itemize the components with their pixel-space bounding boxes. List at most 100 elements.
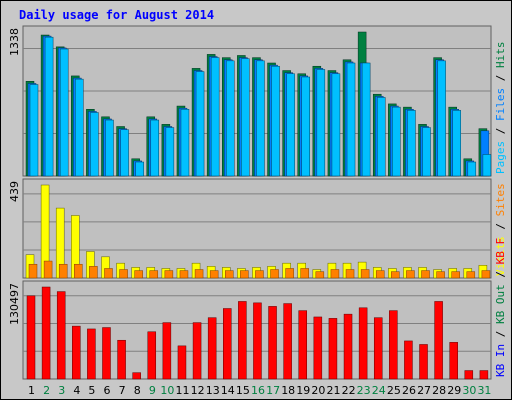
- kbf-bar: [192, 322, 202, 380]
- x-tick-label: 11: [176, 384, 190, 397]
- x-tick-label: 29: [447, 384, 461, 397]
- sites-bar: [436, 271, 445, 279]
- pages-bar: [195, 71, 205, 177]
- sites-bar: [225, 270, 234, 279]
- panel-middle-background: [22, 178, 492, 279]
- sites-bar: [481, 270, 491, 279]
- panel-middle-legend: Visits / Sites: [494, 183, 507, 276]
- sites-bar: [43, 260, 53, 279]
- sites-bar: [345, 269, 355, 279]
- pages-bar: [422, 127, 431, 177]
- legend-item: Visits: [494, 236, 507, 276]
- kbf-bar: [343, 313, 353, 380]
- x-tick-label: 2: [43, 384, 50, 397]
- sites-bar: [360, 269, 370, 279]
- sites-bar: [270, 269, 279, 279]
- kbf-bar: [313, 316, 323, 380]
- x-tick-label: 15: [236, 384, 250, 397]
- pages-bar: [44, 36, 54, 177]
- kbf-bar: [177, 345, 187, 380]
- pages-bar: [135, 161, 144, 177]
- x-tick-label: 14: [221, 384, 235, 397]
- panel-top-legend: Pages / Files / Hits: [494, 42, 507, 175]
- panel-bottom-ymax-label: 130497: [8, 283, 21, 325]
- legend-item: /: [494, 68, 507, 88]
- sites-bar: [164, 270, 174, 279]
- kbf-bar: [389, 310, 398, 380]
- x-tick-label: 20: [311, 384, 325, 397]
- legend-item: KB Out: [494, 284, 507, 324]
- pages-bar: [210, 57, 220, 177]
- sites-bar: [58, 263, 68, 279]
- sites-bar: [28, 263, 38, 279]
- sites-bar: [179, 270, 189, 279]
- pages-bar: [482, 154, 492, 177]
- x-tick-label: 5: [88, 384, 95, 397]
- sites-bar: [330, 269, 340, 279]
- sites-bar: [285, 268, 294, 279]
- x-tick-label: 31: [477, 384, 491, 397]
- pages-bar: [271, 65, 280, 177]
- sites-bar: [89, 266, 98, 279]
- x-tick-label: 13: [206, 384, 220, 397]
- kbf-bar: [464, 370, 474, 380]
- x-tick-label: 6: [104, 384, 111, 397]
- legend-item: KB F: [494, 238, 507, 265]
- legend-item: Files: [494, 88, 507, 121]
- pages-bar: [150, 119, 160, 177]
- sites-bar: [375, 270, 385, 279]
- kbf-bar: [207, 317, 217, 380]
- pages-bar: [256, 60, 265, 177]
- pages-bar: [467, 161, 477, 177]
- x-tick-label: 10: [160, 384, 174, 397]
- x-tick-label: 27: [417, 384, 431, 397]
- x-tick-label: 9: [149, 384, 156, 397]
- x-tick-label: 28: [432, 384, 446, 397]
- pages-bar: [407, 110, 416, 177]
- x-tick-label: 12: [191, 384, 205, 397]
- x-tick-label: 23: [357, 384, 371, 397]
- kbf-bar: [298, 310, 307, 380]
- x-tick-label: 30: [462, 384, 476, 397]
- kbf-bar: [162, 322, 172, 380]
- x-tick-label: 8: [134, 384, 141, 397]
- pages-bar: [437, 60, 446, 177]
- legend-item: /: [494, 121, 507, 141]
- pages-bar: [59, 48, 69, 177]
- panel-top-ymax-label: 1338: [8, 28, 21, 56]
- legend-item: Hits: [494, 42, 507, 69]
- pages-bar: [301, 76, 310, 177]
- legend-item: /: [494, 264, 507, 284]
- pages-bar: [392, 106, 401, 177]
- sites-bar: [300, 268, 309, 279]
- x-tick-label: 1: [28, 384, 35, 397]
- kbf-bar: [147, 331, 157, 380]
- pages-bar: [180, 109, 190, 177]
- sites-bar: [104, 268, 113, 279]
- kbf-bar: [419, 344, 428, 380]
- kbf-bar: [268, 306, 277, 380]
- x-axis-labels: 1 2 3 4 5 6 7 8 9 10 11 12 13 14 15 16 17 18 19 20 21 22 23 24 2…: [28, 384, 491, 397]
- pages-bar: [120, 129, 129, 177]
- x-tick-label: 17: [266, 384, 280, 397]
- pages-bar: [346, 62, 356, 177]
- sites-bar: [421, 270, 430, 279]
- pages-bar: [90, 112, 99, 177]
- pages-bar: [75, 78, 84, 177]
- kbf-bar: [283, 303, 292, 380]
- x-tick-label: 3: [58, 384, 65, 397]
- legend-item: /: [494, 216, 507, 236]
- sites-bar: [406, 270, 415, 279]
- kbf-bar: [434, 301, 443, 380]
- kbf-bar: [253, 302, 262, 380]
- sites-bar: [391, 271, 400, 279]
- legend-item: /: [494, 324, 507, 344]
- kbf-bar: [223, 308, 232, 380]
- chart-title: Daily usage for August 2014: [19, 8, 214, 22]
- kbf-bar: [102, 327, 111, 380]
- sites-bar: [209, 270, 219, 279]
- x-tick-label: 4: [73, 384, 80, 397]
- pages-bar: [165, 127, 175, 177]
- panel-top: 1338 Pages / Files / Hits: [8, 25, 507, 177]
